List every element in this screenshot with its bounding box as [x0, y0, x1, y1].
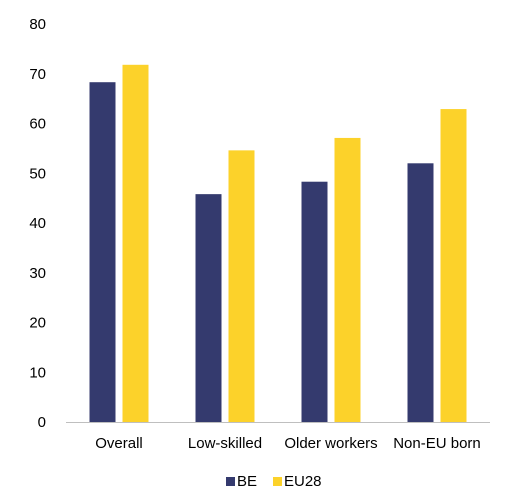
y-tick-label: 40 — [29, 215, 46, 232]
y-axis-ticks: 0 10 20 30 40 50 60 70 80 — [29, 16, 46, 431]
legend-label-eu28: EU28 — [284, 473, 322, 490]
y-tick-label: 50 — [29, 165, 46, 182]
bar-be-low-skilled — [195, 194, 222, 422]
legend: BE EU28 — [226, 473, 322, 490]
bars — [89, 64, 467, 423]
y-tick-label: 70 — [29, 66, 46, 83]
legend-label-be: BE — [237, 473, 257, 490]
bar-be-non-eu-born — [407, 163, 434, 423]
bar-be-older-workers — [301, 181, 328, 422]
y-tick-label: 80 — [29, 16, 46, 33]
x-axis-categories: Overall Low-skilled Older workers Non-EU bo… — [95, 435, 481, 452]
x-category-label: Overall — [95, 435, 143, 452]
bar-eu28-low-skilled — [228, 150, 255, 423]
bar-eu28-non-eu-born — [440, 109, 467, 422]
x-category-label: Non-EU born — [393, 435, 481, 452]
bar-eu28-older-workers — [334, 137, 361, 423]
x-category-label: Older workers — [284, 435, 377, 452]
y-tick-label: 20 — [29, 315, 46, 332]
y-tick-label: 10 — [29, 364, 46, 381]
y-tick-label: 0 — [38, 414, 46, 431]
y-tick-label: 60 — [29, 116, 46, 133]
y-tick-label: 30 — [29, 265, 46, 282]
bar-eu28-overall — [122, 64, 149, 423]
legend-swatch-eu28 — [273, 477, 282, 486]
bar-be-overall — [89, 82, 116, 423]
legend-swatch-be — [226, 477, 235, 486]
x-category-label: Low-skilled — [188, 435, 262, 452]
